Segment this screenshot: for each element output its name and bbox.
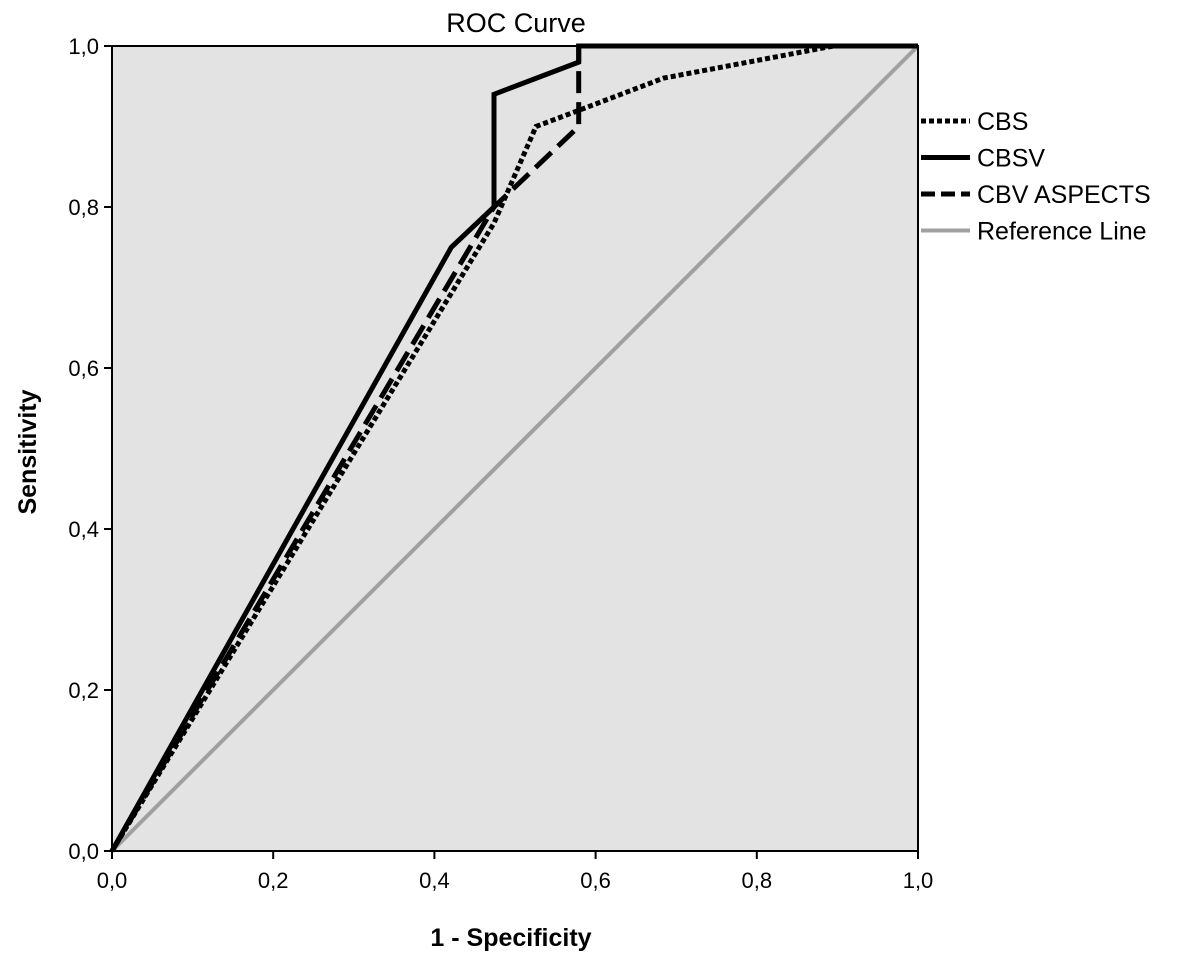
- x-tick-label: 1,0: [903, 868, 934, 893]
- legend-label-cbv-aspects: CBV ASPECTS: [977, 181, 1151, 209]
- y-tick-label: 1,0: [68, 34, 99, 59]
- chart-title: ROC Curve: [446, 8, 586, 38]
- y-axis-label: Sensitivity: [14, 389, 42, 514]
- legend-label-cbs: CBS: [977, 108, 1028, 136]
- x-tick-label: 0,2: [258, 868, 289, 893]
- x-axis-ticks: 0,0 0,2 0,4 0,6 0,8 1,0: [97, 851, 934, 893]
- legend: CBS CBSV CBV ASPECTS Reference Line: [921, 108, 1151, 246]
- y-tick-label: 0,8: [68, 195, 99, 220]
- y-tick-label: 0,6: [68, 356, 99, 381]
- plot-frame: [111, 45, 919, 852]
- x-tick-label: 0,0: [97, 868, 128, 893]
- series-line-reference-line: [110, 44, 920, 853]
- y-tick-label: 0,0: [68, 839, 99, 864]
- legend-label-cbsv: CBSV: [977, 145, 1045, 173]
- y-tick-label: 0,2: [68, 678, 99, 703]
- legend-label-reference-line: Reference Line: [977, 218, 1147, 246]
- y-tick-label: 0,4: [68, 517, 99, 542]
- x-axis-label: 1 - Specificity: [430, 924, 591, 952]
- y-axis-ticks: 0,0 0,2 0,4 0,6 0,8 1,0: [68, 34, 112, 864]
- x-tick-label: 0,6: [580, 868, 611, 893]
- x-tick-label: 0,8: [742, 868, 773, 893]
- x-tick-label: 0,4: [419, 868, 450, 893]
